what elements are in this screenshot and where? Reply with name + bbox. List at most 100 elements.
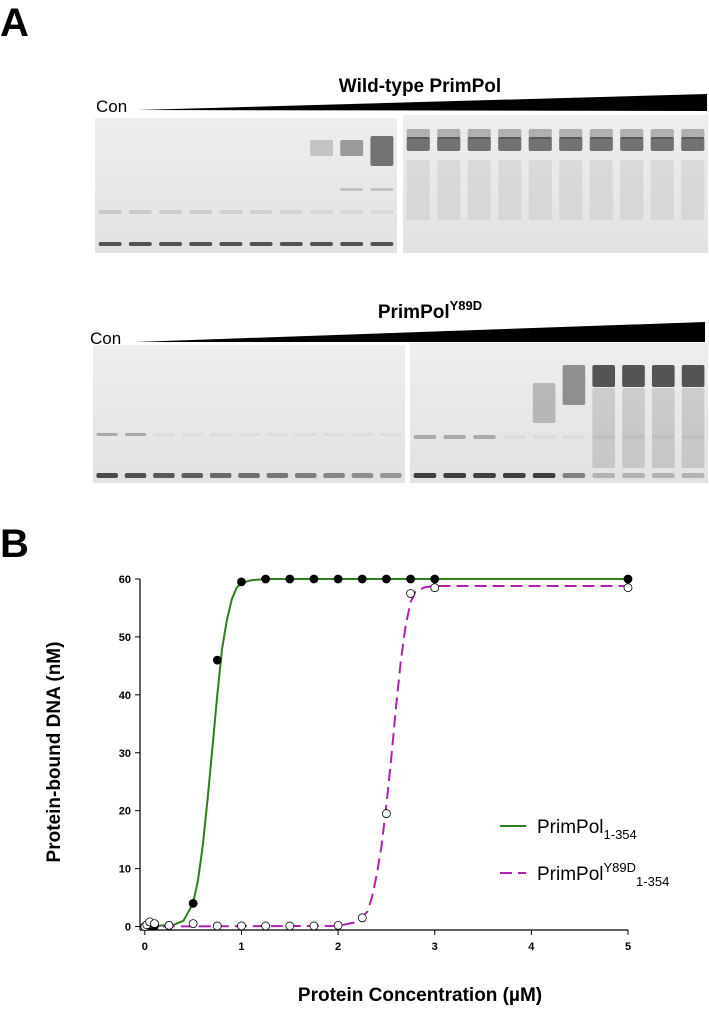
data-point [150,919,159,929]
gel-band [96,473,118,478]
gel-band [589,129,613,139]
gel-band [498,129,522,139]
data-point [309,921,319,931]
gel [93,345,405,483]
control-label: Con [90,329,121,348]
gel-band [467,137,491,151]
gel-band [96,433,118,436]
gel-band [681,365,705,387]
gel-band [238,473,260,478]
gel-band [532,435,556,439]
gel-band [181,473,204,478]
legend-subscript: 1-354 [636,874,669,889]
data-point [237,921,246,931]
gel-band [406,129,430,139]
gel-band [124,433,147,436]
data-point [261,574,271,584]
gel-band [681,435,705,439]
data-point [382,809,391,818]
legend-superscript: Y89D [604,860,637,875]
gel-band [502,435,526,439]
x-tick-label: 4 [528,941,535,953]
data-point [285,574,295,584]
gel-band [98,242,122,246]
gel-band [370,188,394,191]
x-tick-label: 3 [432,941,438,953]
gel-band [592,435,616,439]
gel-band [351,433,374,436]
gel-band [310,140,333,156]
gel-band [467,129,491,139]
data-point [406,589,415,598]
gel-band [159,242,182,246]
gel-band [528,137,552,151]
x-tick-label: 0 [142,941,148,953]
data-point [237,577,246,587]
data-point [623,574,633,584]
gel-band [323,473,345,478]
data-point [333,920,343,930]
data-point [357,913,367,923]
panel-label: A [0,1,29,45]
gel-band [189,242,213,246]
gel-band [181,433,204,436]
gel-band [351,473,374,478]
data-point [623,583,633,593]
legend-name: PrimPol [537,817,604,838]
gel-band [502,473,526,478]
gel-band [340,210,364,214]
y-tick-label: 40 [119,690,131,702]
y-axis-title: Protein-bound DNA (nM) [44,642,65,863]
gel-band [528,129,552,139]
gel-band [620,160,644,220]
gel-band [443,435,467,439]
gel-band [622,435,645,439]
control-label: Con [96,97,127,116]
y-tick-label: 30 [119,748,131,760]
data-point [333,574,343,584]
gel-band [592,473,616,478]
gel-band [443,473,467,478]
gel-band [562,473,586,478]
gel-band [532,383,556,423]
gel-title: Wild-type PrimPol [339,76,501,97]
gel-band [562,435,586,439]
gel [95,118,397,253]
gel-band [651,473,675,478]
gel-band [498,160,522,220]
gel-band [622,365,645,387]
gel-band [589,137,613,151]
y-tick-label: 0 [125,922,131,934]
gel-title-superscript: Y89D [450,298,483,313]
gel-band [589,160,613,220]
gel-band [651,435,675,439]
gel-band [98,210,122,214]
gel-band [406,137,430,151]
gel-band [266,433,289,436]
gel-band [238,433,260,436]
x-tick-label: 2 [335,941,341,953]
gel-band [622,473,645,478]
gel-band [681,160,705,220]
gel-band [128,242,152,246]
gel-band [498,137,522,151]
gel-band [294,473,317,478]
gel-band [562,365,586,405]
gel-band [249,242,273,246]
y-tick-label: 20 [119,806,131,818]
y-tick-label: 10 [119,864,131,876]
gel-title: PrimPolY89D [378,298,482,323]
data-point [430,583,440,593]
x-tick-label: 5 [625,941,631,953]
gel-band [437,160,461,220]
data-point [212,655,222,665]
gel-band [219,242,243,246]
x-tick-label: 1 [238,941,244,953]
gel-band [437,129,461,139]
gel-band [559,129,583,139]
gel-band [528,160,552,220]
data-point [357,574,367,584]
gel-band [294,433,317,436]
data-point [188,919,198,929]
gel-band [370,242,394,246]
